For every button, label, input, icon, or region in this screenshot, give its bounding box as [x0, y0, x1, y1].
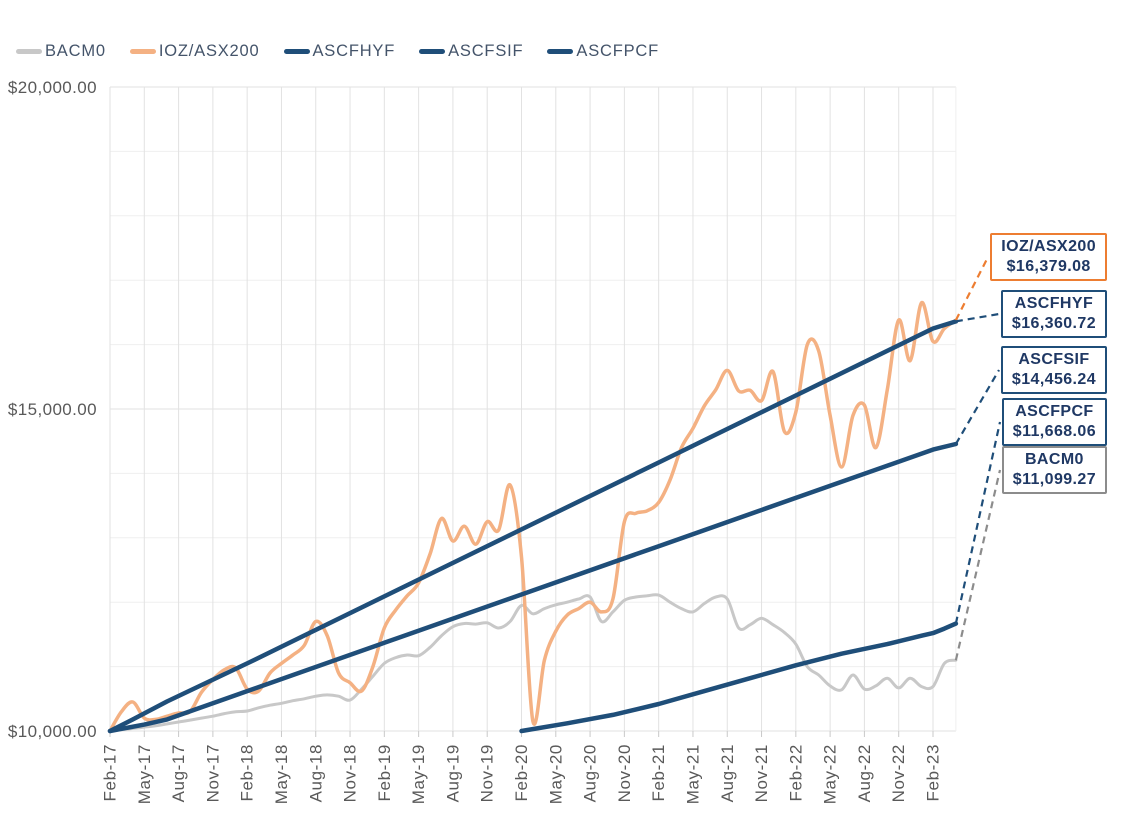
legend-swatch-line: [16, 49, 42, 54]
chart-legend: BACM0 IOZ/ASX200 ASCFHYF ASCFSIF ASCFPCF: [16, 42, 659, 61]
x-axis-label: Aug-18: [306, 744, 325, 802]
legend-label: ASCFSIF: [448, 42, 524, 60]
x-axis-label: May-20: [546, 744, 565, 804]
callout-series-name: ASCFPCF: [1015, 403, 1094, 420]
legend-label: IOZ/ASX200: [158, 42, 260, 60]
callout-box-ascfpcf: ASCFPCF $11,668.06: [1001, 398, 1107, 446]
x-axis-label: Feb-22: [786, 744, 805, 801]
y-axis-label: $15,000.00: [7, 400, 97, 419]
callout-value: $14,456.24: [1011, 371, 1096, 388]
x-axis-label: Aug-21: [718, 744, 737, 802]
callout-box-bacm0: BACM0 $11,099.27: [1001, 446, 1107, 494]
line-ascfsif: [107, 441, 959, 734]
legend-item-ioz-asx200: IOZ/ASX200: [129, 42, 260, 61]
x-axis-label: Feb-20: [512, 744, 531, 801]
legend-item-ascfsif: ASCFSIF: [419, 42, 523, 61]
line-ascfhyf: [107, 319, 959, 734]
leader-line-ascfhyf: [955, 312, 1000, 323]
leader-line-ascfpcf: [954, 421, 1002, 624]
x-axis-label: Nov-19: [478, 744, 497, 802]
leader-line-ioz-asx200: [954, 256, 989, 321]
x-axis-label: Aug-19: [443, 744, 462, 802]
legend-item-bacm0: BACM0: [16, 42, 106, 61]
x-axis-label: Nov-21: [752, 744, 771, 802]
x-axis-label: Feb-21: [649, 744, 668, 801]
legend-swatch-line: [419, 49, 446, 54]
x-axis-label: May-21: [683, 744, 702, 804]
y-axis-label: $10,000.00: [7, 722, 97, 741]
legend-item-ascfhyf: ASCFHYF: [283, 42, 396, 61]
callout-value: $16,379.08: [1006, 258, 1091, 275]
x-axis-label: May-22: [821, 744, 840, 804]
callout-value: $11,099.27: [1012, 471, 1096, 488]
x-axis-label: Nov-18: [341, 744, 360, 802]
callout-series-name: BACM0: [1024, 451, 1084, 468]
leader-line-ascfsif: [954, 369, 1000, 445]
x-axis-label: May-17: [135, 744, 154, 804]
x-axis-label: May-19: [409, 744, 428, 804]
callout-series-name: IOZ/ASX200: [1001, 238, 1096, 255]
x-axis-label: May-18: [272, 744, 291, 804]
legend-label: BACM0: [45, 42, 106, 60]
x-axis-label: Nov-17: [203, 744, 222, 802]
callout-box-ascfhyf: ASCFHYF $16,360.72: [1000, 290, 1107, 338]
y-axis-label: $20,000.00: [7, 78, 97, 97]
x-axis-label: Nov-20: [615, 744, 634, 802]
x-axis-label: Feb-18: [238, 744, 257, 801]
x-axis-label: Aug-22: [855, 744, 874, 802]
callout-box-ascfsif: ASCFSIF $14,456.24: [1000, 346, 1107, 394]
callout-series-name: ASCFHYF: [1014, 295, 1094, 312]
legend-label: ASCFPCF: [576, 42, 659, 60]
x-axis-label: Aug-20: [581, 744, 600, 802]
callout-box-ioz-asx200: IOZ/ASX200 $16,379.08: [990, 233, 1107, 281]
callout-series-name: ASCFSIF: [1018, 351, 1090, 368]
legend-swatch-line: [283, 49, 310, 54]
callout-value: $16,360.72: [1011, 315, 1096, 332]
x-axis-label: Feb-17: [101, 744, 120, 801]
line-ioz-asx200: [108, 300, 958, 733]
x-axis-label: Feb-23: [924, 744, 943, 801]
leader-line-bacm0: [954, 469, 1002, 661]
legend-label: ASCFHYF: [312, 42, 396, 60]
line-ascfpcf: [519, 621, 959, 734]
x-axis-label: Nov-22: [889, 744, 908, 802]
legend-swatch-line: [129, 49, 156, 54]
line-bacm0: [108, 593, 958, 733]
legend-item-ascfpcf: ASCFPCF: [547, 42, 659, 61]
x-axis-label: Feb-19: [375, 744, 394, 801]
x-axis-label: Aug-17: [169, 744, 188, 802]
callout-value: $11,668.06: [1012, 423, 1096, 440]
legend-swatch-line: [547, 49, 574, 54]
